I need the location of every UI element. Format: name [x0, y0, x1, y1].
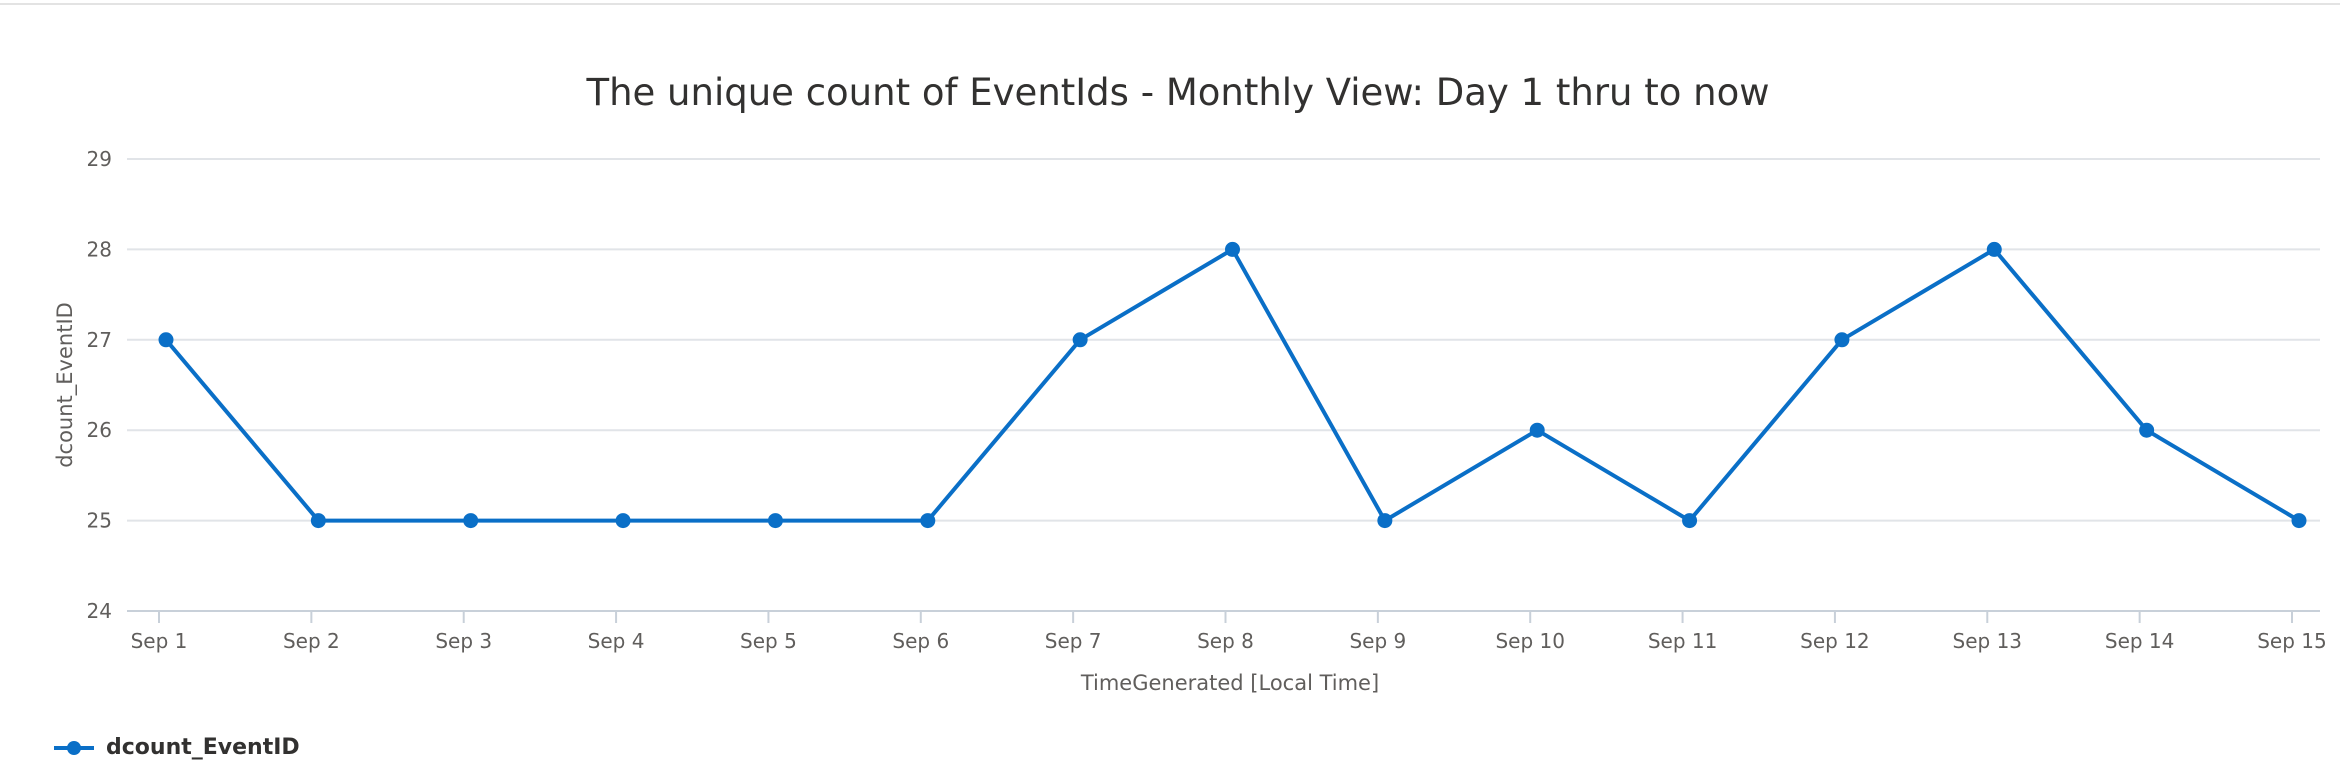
data-point — [310, 513, 326, 529]
y-tick-label: 25 — [87, 509, 112, 533]
data-point — [1682, 513, 1698, 529]
y-tick-label: 27 — [87, 328, 112, 352]
data-point — [920, 513, 936, 529]
x-tick-label: Sep 4 — [588, 629, 645, 653]
top-border — [0, 3, 2340, 5]
data-point — [158, 332, 174, 348]
y-tick-label: 28 — [87, 237, 112, 261]
data-point — [1225, 241, 1240, 257]
y-tick-label: 29 — [87, 147, 112, 171]
x-tick-label: Sep 1 — [131, 629, 188, 653]
legend[interactable]: dcount_EventID — [54, 735, 300, 760]
x-tick-label: Sep 8 — [1197, 629, 1254, 653]
x-tick-label: Sep 12 — [1800, 629, 1870, 653]
data-point — [767, 513, 783, 529]
x-tick-label: Sep 3 — [435, 629, 492, 653]
x-tick-label: Sep 5 — [740, 629, 797, 653]
x-tick-label: Sep 7 — [1045, 629, 1102, 653]
x-tick-label: Sep 9 — [1349, 629, 1406, 653]
data-point — [1529, 422, 1545, 438]
data-point — [1834, 332, 1850, 348]
data-point — [615, 513, 631, 529]
data-point — [2139, 422, 2155, 438]
y-tick-label: 26 — [87, 418, 112, 442]
x-tick-label: Sep 10 — [1495, 629, 1565, 653]
series-line — [164, 247, 2301, 523]
data-point — [463, 513, 479, 529]
y-axis-title: dcount_EventID — [53, 302, 78, 468]
data-point — [1072, 332, 1088, 348]
data-point — [1377, 513, 1393, 529]
x-tick-label: Sep 6 — [892, 629, 949, 653]
chart-title: The unique count of EventIds - Monthly V… — [585, 71, 1769, 114]
data-point — [1986, 241, 2002, 257]
x-tick-label: Sep 2 — [283, 629, 340, 653]
y-tick-label: 24 — [87, 599, 112, 623]
x-tick-label: Sep 14 — [2105, 629, 2175, 653]
data-point — [2291, 513, 2307, 529]
x-tick-label: Sep 15 — [2257, 629, 2327, 653]
x-tick-label: Sep 11 — [1648, 629, 1718, 653]
legend-label: dcount_EventID — [106, 735, 300, 760]
x-tick-label: Sep 13 — [1953, 629, 2023, 653]
x-axis-title: TimeGenerated [Local Time] — [1080, 671, 1379, 695]
legend-series-marker-icon — [54, 740, 94, 755]
